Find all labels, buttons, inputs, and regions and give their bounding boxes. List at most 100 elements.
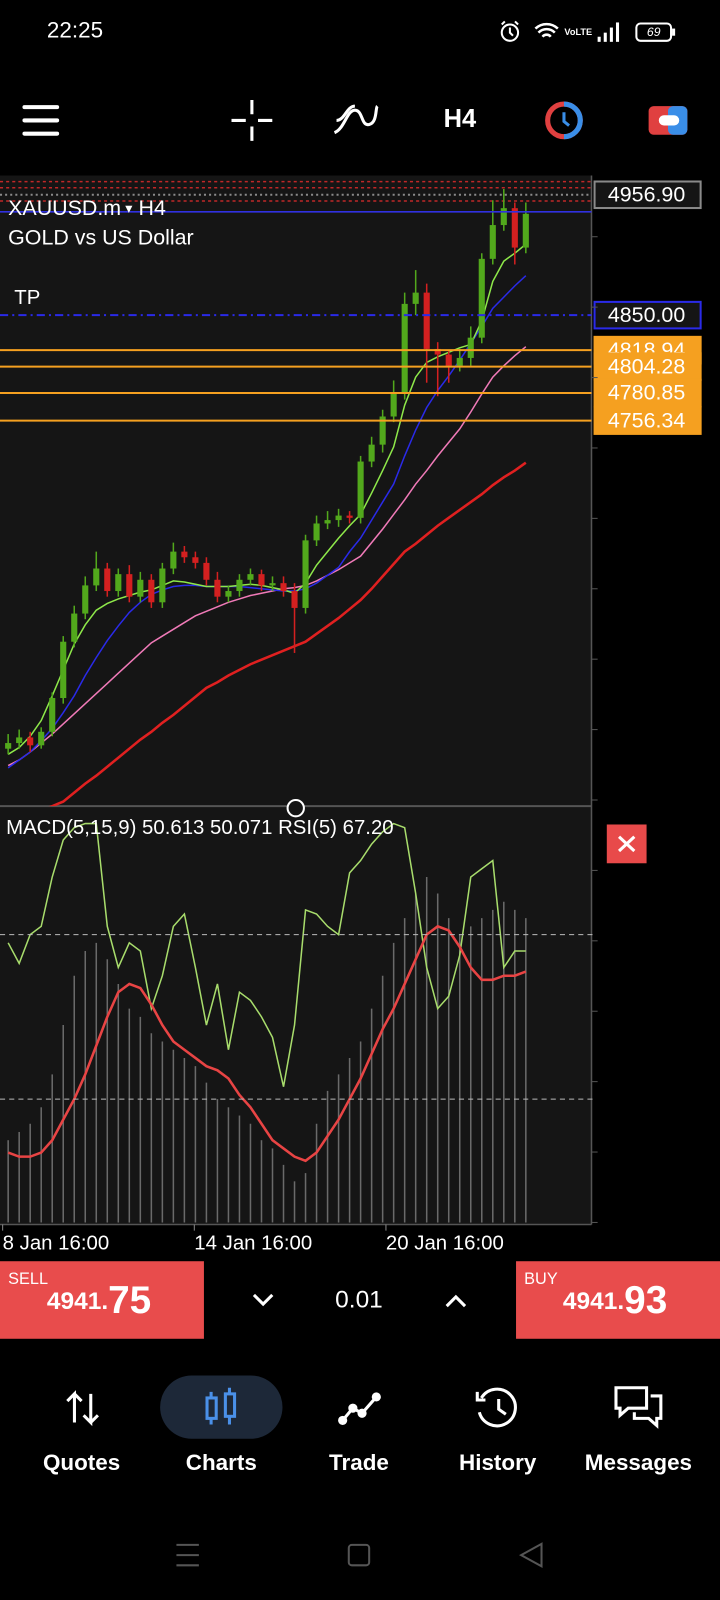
- candle-body: [489, 225, 496, 259]
- system-menu[interactable]: [176, 1543, 199, 1567]
- stop-levels: [0, 180, 592, 202]
- system-back[interactable]: [519, 1542, 543, 1569]
- sell-button[interactable]: [0, 1261, 204, 1339]
- nav-tab[interactable]: Messages: [585, 1450, 692, 1475]
- candle-body: [27, 737, 34, 746]
- price-level-label: 4804.28: [608, 354, 685, 378]
- trade-icon: [338, 1392, 381, 1426]
- crosshair-button[interactable]: [231, 100, 273, 141]
- volume-decrease[interactable]: [252, 1293, 274, 1307]
- panel-resize-handle[interactable]: [286, 798, 305, 818]
- candle-body: [170, 551, 177, 569]
- battery-tip: [672, 28, 676, 36]
- candle-body: [258, 574, 265, 586]
- nav-tab[interactable]: Charts: [186, 1450, 257, 1475]
- menu-button[interactable]: [22, 105, 60, 136]
- moving-average: [7, 275, 527, 769]
- candle-body: [335, 515, 342, 521]
- candle-body: [401, 303, 408, 394]
- candle-body: [148, 579, 155, 603]
- chart-overlay: 4956.904850.00TP4818.944804.284780.85475…: [0, 180, 702, 1254]
- wifi-icon: [534, 22, 559, 38]
- price-level-box: [593, 378, 702, 408]
- candle-body: [71, 613, 78, 642]
- remove-indicator-button[interactable]: [606, 824, 647, 864]
- sell-price: 4941.75: [47, 1279, 151, 1322]
- candle-body: [456, 357, 463, 366]
- volume[interactable]: 0.01: [335, 1286, 383, 1313]
- price-level-box: [593, 180, 702, 210]
- buy-price-main: 4941.: [563, 1289, 624, 1316]
- bottom-nav: Quotes Charts Trade History Messages: [43, 1375, 692, 1475]
- x-tick-label: 8 Jan 16:00: [3, 1232, 110, 1254]
- candle-body: [522, 213, 529, 248]
- symbol-dropdown[interactable]: ▾: [125, 201, 133, 217]
- candle-body: [478, 258, 485, 338]
- price-level-label: 4850.00: [608, 303, 685, 327]
- candle-body: [313, 523, 320, 541]
- candle-body: [247, 574, 254, 580]
- candle-body: [467, 337, 474, 358]
- candle-body: [434, 348, 441, 355]
- candle-body: [500, 208, 507, 226]
- sell-price-main: 4941.: [47, 1289, 108, 1316]
- clock: 22:25: [47, 18, 103, 43]
- moving-average: [48, 461, 527, 807]
- nav-labels: Quotes Charts Trade History Messages: [43, 1450, 692, 1475]
- nav-tab[interactable]: Quotes: [43, 1450, 120, 1475]
- candle-body: [93, 568, 100, 586]
- moving-average: [7, 346, 527, 767]
- buy-label: BUY: [524, 1270, 558, 1288]
- candle-body: [104, 568, 111, 592]
- timeframe-button[interactable]: H4: [444, 105, 477, 133]
- symbol-description: GOLD vs US Dollar: [8, 225, 194, 249]
- volume-increase[interactable]: [445, 1294, 467, 1308]
- nav-tab[interactable]: History: [459, 1450, 537, 1475]
- buy-price: 4941.93: [563, 1279, 667, 1322]
- price-level-box: [593, 406, 702, 435]
- symbol-name[interactable]: XAUUSD.m: [8, 196, 121, 220]
- price-level-tag: TP: [14, 287, 40, 309]
- system-home[interactable]: [347, 1543, 371, 1567]
- candle-body: [511, 208, 518, 248]
- trade-bar: SELL 4941.75 0.01 BUY 4941.93: [0, 1261, 720, 1339]
- candle-body: [368, 444, 375, 462]
- candle-body: [379, 416, 386, 445]
- candle-body: [203, 562, 210, 580]
- nav-tab[interactable]: Trade: [329, 1450, 389, 1475]
- price-level-box: [593, 300, 702, 330]
- candle-body: [291, 591, 298, 608]
- indicator-title: MACD(5,15,9) 50.613 50.071 RSI(5) 67.20: [6, 817, 394, 839]
- indicator-line: [7, 822, 526, 1087]
- messages-icon: [614, 1386, 663, 1429]
- candle-body: [302, 540, 309, 608]
- charts-icon: [205, 1387, 237, 1425]
- battery-icon: [635, 22, 673, 42]
- quotes-icon: [66, 1390, 99, 1427]
- status-bar: 22:25 VoLTE 69: [47, 18, 676, 43]
- indicators-button[interactable]: [333, 104, 379, 135]
- x-tick-label: 20 Jan 16:00: [386, 1232, 504, 1254]
- chart-timeframe: H4: [138, 196, 165, 220]
- sell-label: SELL: [8, 1270, 48, 1288]
- active-tab-highlight: [160, 1375, 283, 1439]
- candle-body: [412, 292, 419, 304]
- trade-toggle-button[interactable]: [648, 106, 688, 135]
- candle-body: [346, 515, 353, 518]
- candle-body: [324, 520, 331, 524]
- price-level-label: 4956.90: [608, 182, 685, 206]
- candle-body: [49, 698, 56, 732]
- candle-body: [181, 551, 188, 558]
- price-chart: [5, 189, 529, 807]
- candle-body: [390, 393, 397, 417]
- candle-body: [16, 737, 23, 744]
- candle-body: [5, 743, 12, 749]
- candle-body: [225, 591, 232, 597]
- alarm-icon: [500, 20, 520, 42]
- history-icon: [475, 1387, 517, 1428]
- symbol[interactable]: XAUUSD.m ▾ H4: [8, 196, 166, 220]
- timeframes-button[interactable]: [545, 101, 583, 140]
- buy-button[interactable]: [516, 1261, 720, 1339]
